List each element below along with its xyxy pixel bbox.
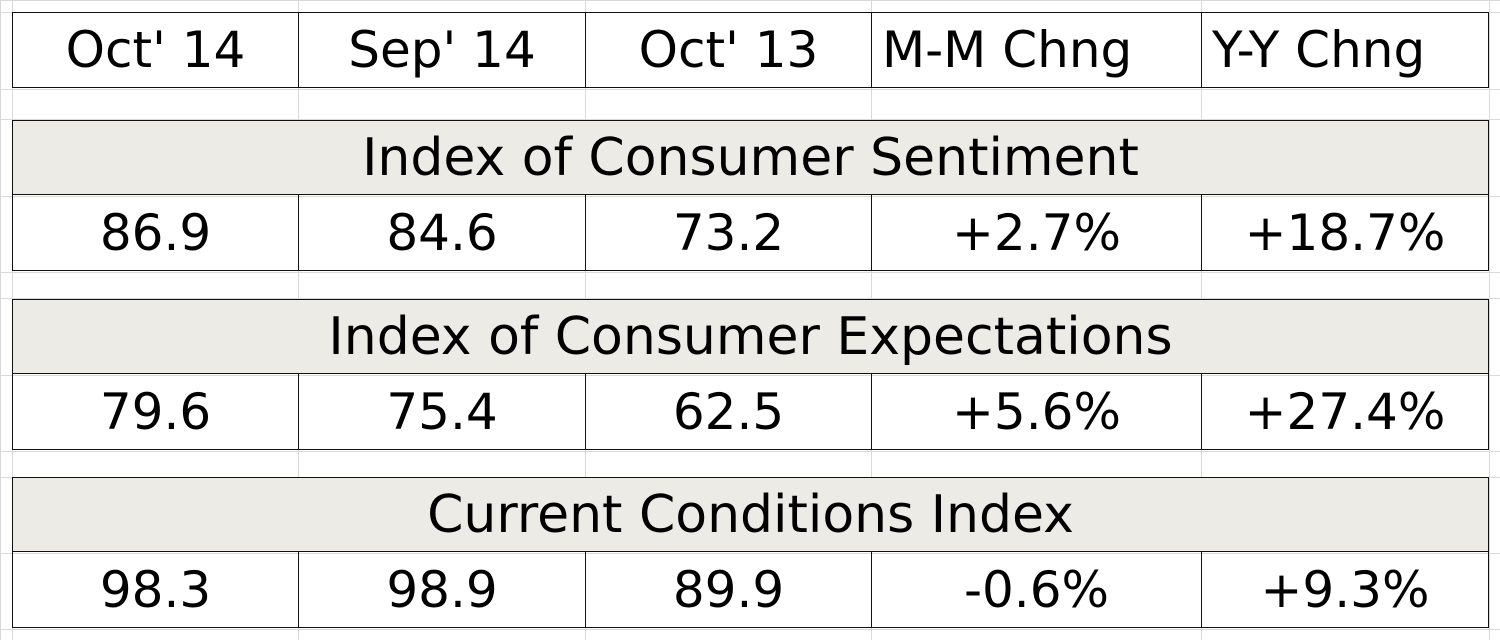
section-title[interactable]: Index of Consumer Sentiment <box>362 127 1139 188</box>
value-cell-sep14[interactable]: 98.9 <box>299 552 586 627</box>
value-cell-oct14[interactable]: 79.6 <box>13 374 299 449</box>
value-cell-sep14[interactable]: 75.4 <box>299 374 586 449</box>
section-consumer-expectations: Index of Consumer Expectations 79.6 75.4… <box>12 299 1489 450</box>
value-cell-yy-change[interactable]: +27.4% <box>1244 382 1446 441</box>
header-cell-sep14[interactable]: Sep' 14 <box>299 13 586 87</box>
value-cell-oct13[interactable]: 62.5 <box>586 374 872 449</box>
value-cell-oct14[interactable]: 86.9 <box>13 195 299 270</box>
header-table: Oct' 14 Sep' 14 Oct' 13 M-M Chng Y-Y Chn… <box>12 12 1489 88</box>
value-cell-mm-change[interactable]: +5.6% <box>872 374 1202 449</box>
section-title[interactable]: Current Conditions Index <box>427 484 1074 545</box>
value-cell-oct13[interactable]: 89.9 <box>586 552 872 627</box>
section-consumer-sentiment: Index of Consumer Sentiment 86.9 84.6 73… <box>12 120 1489 271</box>
header-row: Oct' 14 Sep' 14 Oct' 13 M-M Chng Y-Y Chn… <box>12 12 1489 88</box>
value-cell-yy-change[interactable]: +9.3% <box>1260 560 1430 619</box>
header-cell-yy-change[interactable]: Y-Y Chng <box>1212 21 1426 79</box>
values-row: 79.6 75.4 62.5 +5.6% +27.4% <box>12 374 1489 450</box>
section-title-row: Current Conditions Index <box>12 477 1489 552</box>
values-row: 86.9 84.6 73.2 +2.7% +18.7% <box>12 195 1489 271</box>
section-current-conditions: Current Conditions Index 98.3 98.9 89.9 … <box>12 477 1489 628</box>
header-cell-oct13[interactable]: Oct' 13 <box>586 13 872 87</box>
value-cell-oct13[interactable]: 73.2 <box>586 195 872 270</box>
section-title-row: Index of Consumer Expectations <box>12 299 1489 374</box>
value-cell-mm-change[interactable]: -0.6% <box>872 552 1202 627</box>
value-cell-yy-change[interactable]: +18.7% <box>1244 203 1446 262</box>
header-cell-mm-change[interactable]: M-M Chng <box>872 13 1202 87</box>
value-cell-oct14[interactable]: 98.3 <box>13 552 299 627</box>
values-row: 98.3 98.9 89.9 -0.6% +9.3% <box>12 552 1489 628</box>
value-cell-sep14[interactable]: 84.6 <box>299 195 586 270</box>
header-cell-oct14[interactable]: Oct' 14 <box>13 13 299 87</box>
value-cell-mm-change[interactable]: +2.7% <box>872 195 1202 270</box>
section-title[interactable]: Index of Consumer Expectations <box>328 306 1173 367</box>
section-title-row: Index of Consumer Sentiment <box>12 120 1489 195</box>
